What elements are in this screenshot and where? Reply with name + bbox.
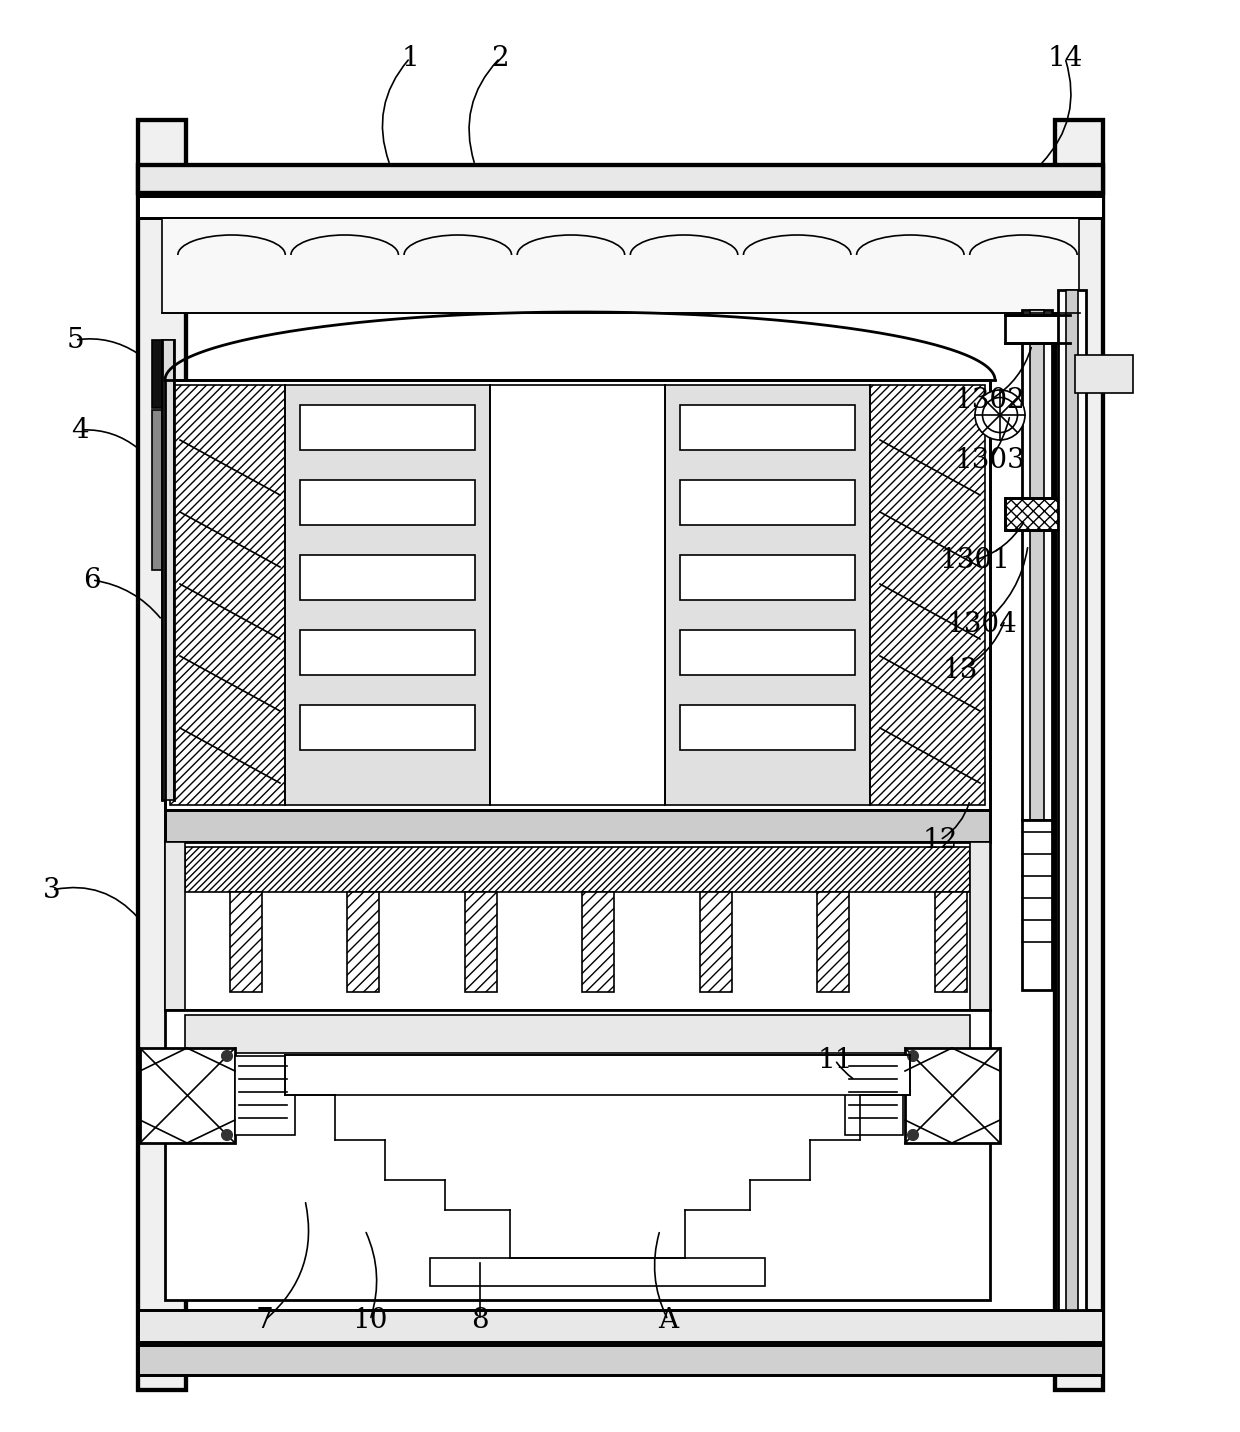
Bar: [680, 556, 856, 600]
Bar: [1004, 315, 1070, 344]
Bar: [170, 385, 285, 805]
Text: 4: 4: [71, 417, 89, 444]
Bar: [680, 480, 856, 526]
Text: 1: 1: [401, 44, 419, 72]
Bar: [138, 1310, 1104, 1342]
Bar: [300, 705, 475, 750]
Text: 14: 14: [1048, 44, 1083, 72]
Bar: [165, 811, 990, 842]
Bar: [229, 892, 262, 992]
Bar: [138, 1310, 1104, 1342]
Bar: [1066, 291, 1078, 1310]
Bar: [970, 842, 990, 1010]
Bar: [153, 339, 174, 408]
Bar: [935, 892, 967, 992]
Bar: [665, 385, 870, 805]
Bar: [285, 385, 490, 805]
Text: 8: 8: [471, 1306, 489, 1333]
Text: 13: 13: [942, 656, 977, 683]
Text: 1304: 1304: [946, 611, 1017, 639]
Text: A: A: [658, 1306, 678, 1333]
Circle shape: [908, 1130, 918, 1140]
Text: 11: 11: [817, 1047, 853, 1074]
Bar: [285, 1055, 910, 1095]
Bar: [162, 339, 174, 800]
Bar: [905, 1048, 999, 1143]
Circle shape: [222, 1130, 232, 1140]
Text: 7: 7: [257, 1306, 274, 1333]
Bar: [1022, 821, 1052, 990]
Bar: [138, 120, 186, 1390]
Bar: [1004, 498, 1070, 530]
Bar: [1004, 498, 1070, 530]
Bar: [165, 379, 990, 811]
Text: 1302: 1302: [955, 387, 1025, 414]
Bar: [138, 1345, 1104, 1375]
Bar: [347, 892, 379, 992]
Bar: [465, 892, 497, 992]
Bar: [680, 630, 856, 674]
Bar: [300, 405, 475, 450]
Circle shape: [222, 1051, 232, 1061]
Text: 3: 3: [43, 876, 61, 904]
Text: 1301: 1301: [940, 547, 1011, 573]
Bar: [162, 218, 1079, 314]
Bar: [1022, 309, 1052, 821]
Bar: [680, 705, 856, 750]
Bar: [1055, 120, 1104, 1390]
Bar: [680, 405, 856, 450]
Bar: [300, 556, 475, 600]
Text: 10: 10: [352, 1306, 388, 1333]
Bar: [138, 196, 1104, 218]
Bar: [300, 480, 475, 526]
Bar: [701, 892, 732, 992]
Bar: [844, 1055, 903, 1136]
Bar: [817, 892, 849, 992]
Bar: [138, 165, 1104, 193]
Bar: [870, 385, 985, 805]
Bar: [138, 120, 186, 1390]
Bar: [430, 1257, 765, 1286]
Bar: [165, 811, 990, 842]
Text: 5: 5: [66, 326, 84, 354]
Circle shape: [908, 1051, 918, 1061]
Bar: [138, 165, 1104, 193]
Bar: [165, 842, 990, 1010]
Bar: [185, 1015, 970, 1053]
Bar: [185, 846, 970, 892]
Bar: [1058, 291, 1086, 1310]
Bar: [138, 196, 1104, 218]
Text: 2: 2: [491, 44, 508, 72]
Bar: [1075, 355, 1133, 392]
Text: 12: 12: [923, 826, 957, 853]
Bar: [582, 892, 614, 992]
Text: 1303: 1303: [955, 447, 1025, 474]
Text: 6: 6: [83, 567, 100, 593]
Bar: [300, 630, 475, 674]
Bar: [1030, 309, 1044, 821]
Bar: [165, 842, 185, 1010]
Bar: [140, 1048, 236, 1143]
Bar: [236, 1055, 295, 1136]
Bar: [490, 385, 665, 805]
Bar: [153, 410, 174, 570]
Bar: [138, 1345, 1104, 1375]
Circle shape: [975, 390, 1025, 440]
Bar: [1055, 120, 1104, 1390]
Bar: [165, 1010, 990, 1300]
